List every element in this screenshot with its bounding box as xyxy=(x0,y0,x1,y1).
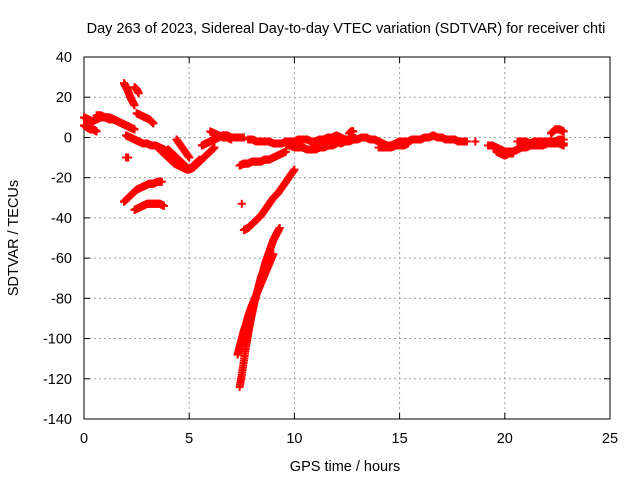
y-tick-label: -40 xyxy=(51,211,72,227)
grid xyxy=(84,57,610,419)
data-point xyxy=(185,153,194,162)
y-axis: -140 -120 -100 -80 -60 -40 -20 0 20 40 xyxy=(43,50,610,428)
data-point xyxy=(134,89,143,98)
y-tick-label: -100 xyxy=(43,332,72,348)
data-point xyxy=(471,137,480,146)
data-point xyxy=(404,139,413,148)
data-point xyxy=(130,101,139,110)
x-tick-label: 25 xyxy=(602,431,618,447)
data-point xyxy=(349,127,358,136)
data-point xyxy=(159,201,168,210)
data-point xyxy=(509,149,518,158)
data-point xyxy=(124,153,133,162)
y-tick-label: -80 xyxy=(51,291,72,307)
y-tick-label: -60 xyxy=(51,251,72,267)
data-point xyxy=(227,135,236,144)
x-tick-label: 5 xyxy=(185,431,193,447)
x-tick-label: 10 xyxy=(286,431,302,447)
data-point xyxy=(269,250,278,259)
y-tick-label: 40 xyxy=(56,50,72,66)
data-point xyxy=(559,141,568,150)
data-point xyxy=(237,199,246,208)
y-tick-label: 20 xyxy=(56,90,72,106)
data-point xyxy=(130,125,139,134)
plot-border xyxy=(83,56,611,420)
data-point xyxy=(559,127,568,136)
y-tick-label: -140 xyxy=(43,412,72,428)
data-point xyxy=(239,133,248,142)
x-tick-label: 15 xyxy=(392,431,408,447)
data-points xyxy=(80,79,568,391)
data-point xyxy=(157,177,166,186)
x-axis-label: GPS time / hours xyxy=(290,459,400,475)
data-point xyxy=(149,119,158,128)
data-point xyxy=(462,137,471,146)
y-tick-label: 0 xyxy=(64,130,72,146)
data-point xyxy=(290,165,299,174)
y-tick-label: -120 xyxy=(43,372,72,388)
x-axis: 0 5 10 15 20 25 xyxy=(80,57,618,447)
y-tick-label: -20 xyxy=(51,171,72,187)
data-point xyxy=(210,143,219,152)
x-tick-label: 20 xyxy=(497,431,513,447)
data-point xyxy=(275,223,284,232)
chart-title: Day 263 of 2023, Sidereal Day-to-day VTE… xyxy=(87,21,606,37)
data-point xyxy=(92,127,101,136)
plot-frame xyxy=(83,56,611,420)
x-tick-label: 0 xyxy=(80,431,88,447)
y-axis-label: SDTVAR / TECUs xyxy=(6,180,22,296)
